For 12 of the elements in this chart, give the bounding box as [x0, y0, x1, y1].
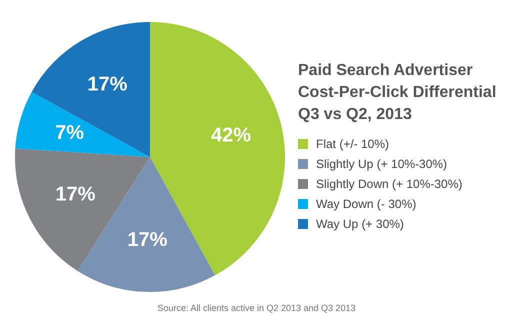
legend-label: Way Up (+ 30%)	[316, 217, 404, 231]
legend-label: Way Down (- 30%)	[316, 197, 416, 211]
data-label: 17%	[127, 229, 168, 252]
data-label: 17%	[87, 73, 128, 96]
legend-label: Slightly Down (+ 10%-30%)	[316, 177, 462, 191]
legend-label: Flat (+/- 10%)	[316, 137, 390, 151]
data-label: 42%	[211, 124, 252, 147]
source-note: Source: All clients active in Q2 2013 and Q3 2013	[156, 303, 357, 313]
data-label: 17%	[55, 184, 96, 206]
legend-label: Slightly Up (+ 10%-30%)	[316, 157, 448, 171]
data-label: 7%	[55, 122, 84, 144]
text: Paid Search Advertiser Cost-Per-Click Differential Q3 vs Q2, 2013	[298, 61, 498, 125]
